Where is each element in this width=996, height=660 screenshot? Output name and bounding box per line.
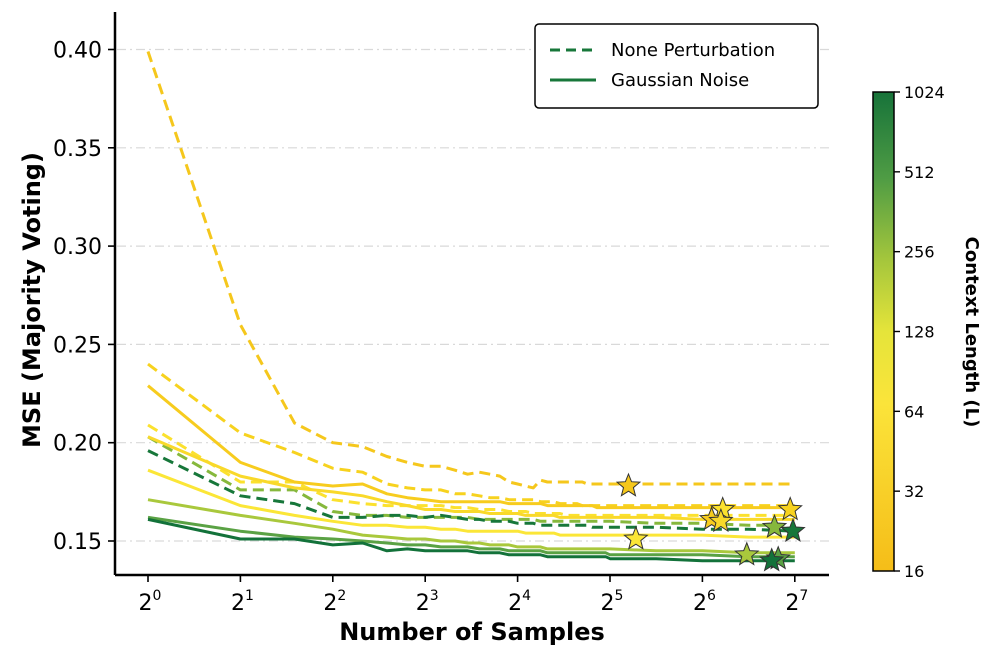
colorbar-tick-label: 1024 <box>904 83 945 102</box>
min-star-3 <box>761 513 788 539</box>
y-axis-title: MSE (Majority Voting) <box>18 152 46 448</box>
x-tick-label: 27 <box>785 588 808 616</box>
series-line-0 <box>146 51 795 490</box>
x-tick-label: 21 <box>231 588 254 616</box>
colorbar-title: Context Length (L) <box>961 237 982 428</box>
legend-label-gaussian-noise: Gaussian Noise <box>611 70 749 91</box>
colorbar-ticks: 16 32 64 128 256 512 1024 <box>894 83 945 581</box>
x-tick-label: 26 <box>693 588 716 616</box>
min-star-8 <box>733 541 760 566</box>
legend: None Perturbation Gaussian Noise <box>534 23 819 109</box>
min-star-6 <box>708 507 734 533</box>
series-lines <box>146 51 795 563</box>
x-tick-label: 22 <box>323 588 346 616</box>
series-line-6 <box>147 435 795 521</box>
colorbar-gradient <box>872 91 895 572</box>
legend-box <box>534 23 819 109</box>
colorbar-tick-label: 16 <box>904 562 924 581</box>
colorbar-tick-label: 32 <box>904 482 924 501</box>
legend-label-none-perturbation: None Perturbation <box>611 40 775 61</box>
colorbar-tick-label: 128 <box>904 323 935 342</box>
x-axis-title: Number of Samples <box>339 618 605 646</box>
x-tick-label: 20 <box>139 588 162 616</box>
y-tick-label: 0.30 <box>53 235 102 260</box>
best-point-stars <box>615 472 806 572</box>
min-star-1 <box>777 496 803 521</box>
x-tick-label: 23 <box>416 588 439 616</box>
colorbar-tick-label: 256 <box>904 243 935 262</box>
x-tick-label: 24 <box>508 588 531 616</box>
y-tick-label: 0.35 <box>53 137 102 162</box>
y-tick-label: 0.40 <box>53 39 102 64</box>
axis-ticks: 20 21 22 23 24 25 26 27 0.15 0.20 0.25 0.30 0.35 0.40 <box>53 39 808 617</box>
min-star-7 <box>623 525 649 550</box>
min-star-4 <box>780 517 806 543</box>
colorbar-tick-label: 512 <box>904 163 935 182</box>
series-line-5 <box>147 384 795 510</box>
y-tick-label: 0.15 <box>53 530 102 555</box>
x-tick-label: 25 <box>601 588 624 616</box>
series-line-9 <box>147 515 795 559</box>
grid-lines <box>117 48 829 542</box>
y-tick-label: 0.25 <box>53 333 102 358</box>
min-star-0 <box>615 472 642 497</box>
colorbar-tick-label: 64 <box>904 402 924 421</box>
series-line-7 <box>147 468 795 539</box>
series-line-3 <box>147 435 795 527</box>
min-star-10 <box>758 547 785 572</box>
colorbar: 16 32 64 128 256 512 1024 Context Length (L) <box>872 83 982 581</box>
series-line-4 <box>147 449 795 533</box>
series-line-8 <box>147 498 795 555</box>
y-tick-label: 0.20 <box>53 432 102 457</box>
series-line-10 <box>147 517 795 563</box>
